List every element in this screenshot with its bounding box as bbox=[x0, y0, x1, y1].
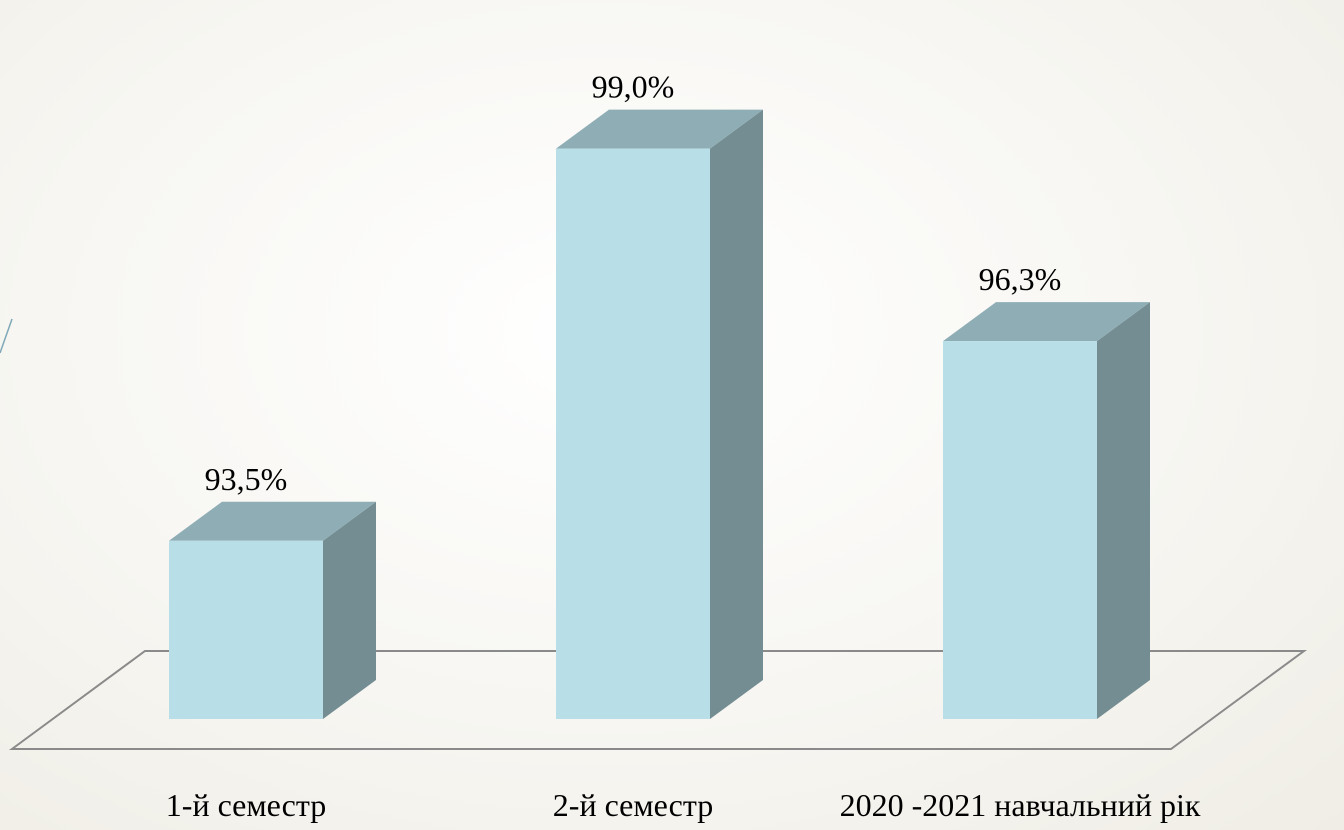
bar-side-face bbox=[710, 109, 763, 720]
bar-side-face bbox=[1097, 302, 1150, 719]
corner-decoration bbox=[0, 318, 13, 354]
bar-top-face bbox=[943, 302, 1150, 342]
category-label: 2020 -2021 навчальний рік bbox=[840, 787, 1201, 823]
data-label: 93,5% bbox=[205, 461, 288, 497]
bars-group bbox=[169, 109, 1150, 720]
bar-side-face bbox=[323, 501, 376, 719]
data-label: 96,3% bbox=[979, 261, 1062, 297]
category-label: 2-й семестр bbox=[553, 787, 713, 823]
chart-floor bbox=[8, 650, 1308, 750]
data-label: 99,0% bbox=[592, 69, 675, 105]
labels-group: 93,5% 1-й семестр 99,0% 2-й семестр 96,3% 202… bbox=[166, 69, 1201, 823]
bar-1 bbox=[169, 501, 376, 719]
bar-front-face bbox=[943, 341, 1097, 719]
bar-2 bbox=[556, 109, 763, 720]
bar-front-face bbox=[169, 540, 323, 719]
category-label: 1-й семестр bbox=[166, 787, 326, 823]
bar-front-face bbox=[556, 148, 710, 720]
bar-top-face bbox=[169, 501, 376, 541]
bar-3 bbox=[943, 302, 1150, 719]
bar-top-face bbox=[556, 109, 763, 149]
